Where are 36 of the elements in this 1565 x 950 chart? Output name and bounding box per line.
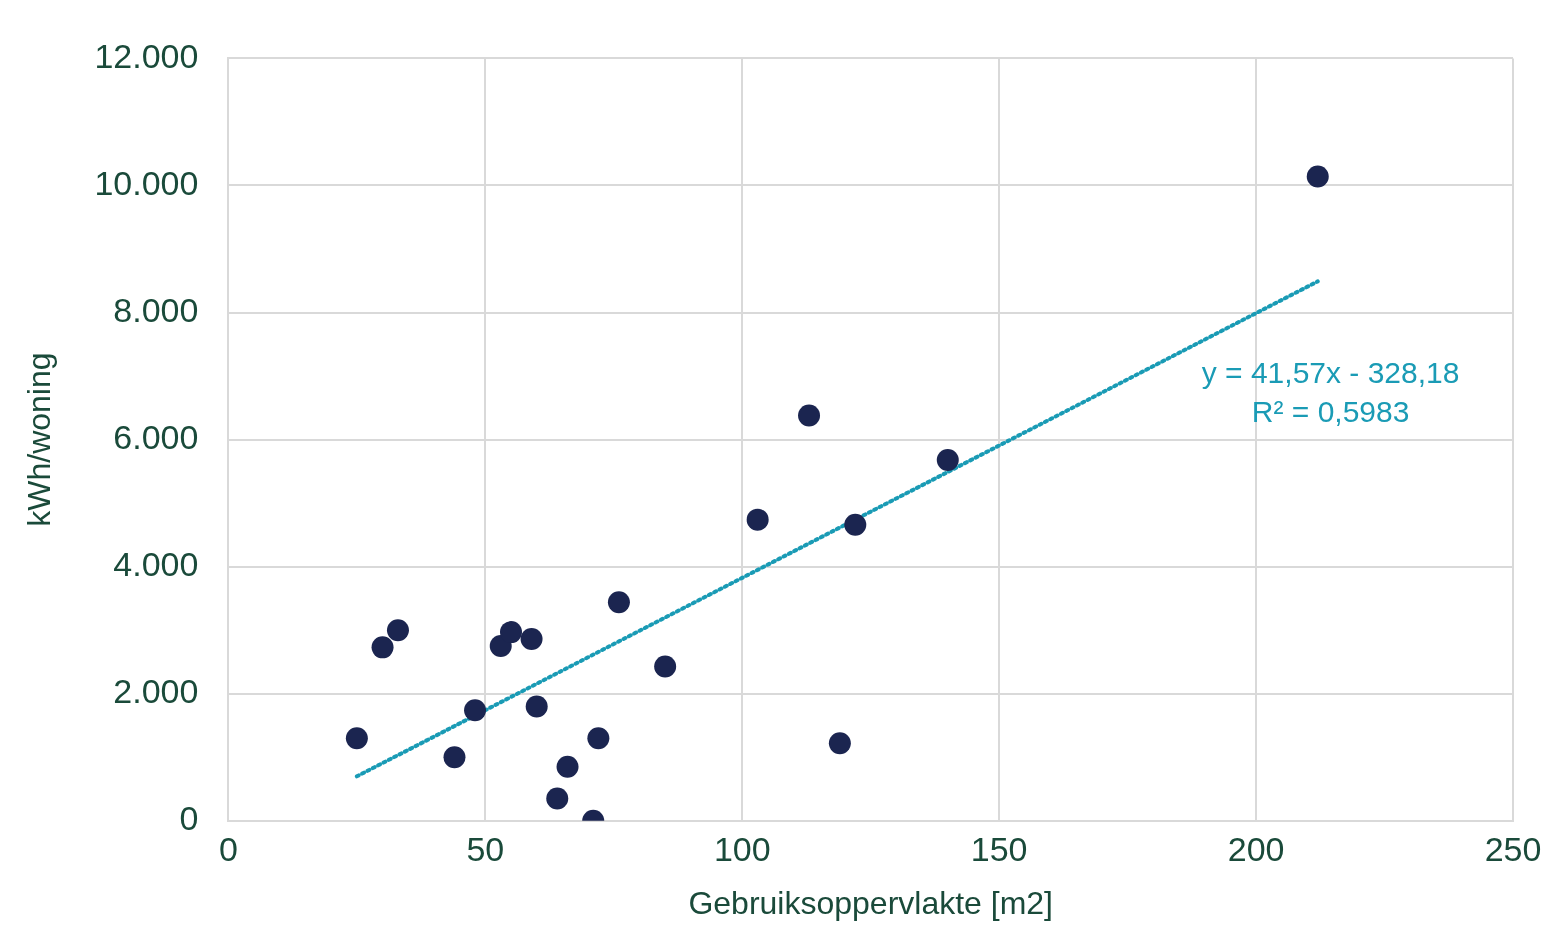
point [654,655,677,678]
point [525,695,548,718]
x-tick-label: 150 [970,829,1028,868]
x-tick-label: 250 [1484,829,1542,868]
point [828,732,851,755]
point [371,636,394,659]
y-tick-label: 0 [179,799,199,838]
point [746,508,769,531]
point [798,404,821,427]
point [556,755,579,778]
point [500,621,523,644]
point [844,513,867,536]
point [464,699,487,722]
annotation: y = 41,57x - 328,18 [1201,355,1460,389]
point [546,787,569,810]
y-tick-label: 4.000 [113,545,199,584]
point [443,746,466,769]
y-tick-label: 2.000 [113,672,199,711]
x-tick-label: 50 [466,829,505,868]
x-tick-label: 0 [218,829,238,868]
point [936,448,959,471]
point [345,727,368,750]
x-tick-label: 100 [713,829,771,868]
point [607,591,630,614]
x-tick-label: 200 [1227,829,1285,868]
point [1306,165,1329,188]
y-tick-label: 12.000 [94,36,199,75]
y-tick-label: 10.000 [94,163,199,202]
x-axis-title: Gebruiksoppervlakte [m2] [688,884,1053,921]
y-axis-title: kWh/woning [21,352,58,527]
y-tick-label: 6.000 [113,417,199,456]
point [386,619,409,642]
point [587,727,610,750]
point [520,628,543,651]
y-tick-label: 8.000 [113,290,199,329]
annotation: R² = 0,5983 [1251,394,1410,428]
